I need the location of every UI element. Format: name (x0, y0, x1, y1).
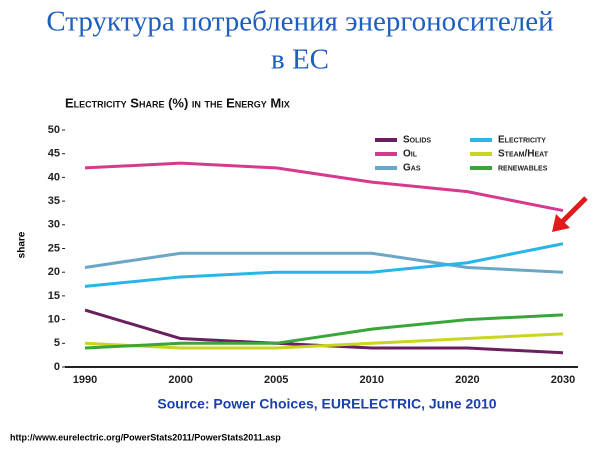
y-axis-label: share (17, 231, 28, 258)
legend-label: Oil (403, 149, 418, 160)
source: Source: Power Choices, EURELECTRIC, June… (157, 396, 496, 412)
y-tick-label: 40 (48, 171, 60, 183)
legend-label: Solids (403, 135, 431, 146)
series-line (84, 332, 564, 350)
series-line (84, 242, 564, 288)
legend-label: renewables (498, 163, 548, 174)
y-tick-label: 20 (48, 266, 60, 278)
y-tick-label: 50 (48, 124, 60, 136)
legend-label: Gas (403, 163, 421, 174)
y-tick-label: 25 (48, 242, 60, 254)
x-tick-label: 2020 (455, 374, 479, 386)
arrow-head (552, 214, 570, 232)
series-line (84, 161, 564, 213)
x-tick-label: 2030 (551, 374, 575, 386)
x-tick-label: 2010 (360, 374, 384, 386)
y-tick-label: 45 (48, 148, 60, 160)
arrow (558, 196, 588, 226)
series-line (84, 251, 564, 274)
chart-title: Electricity Share (%) in the Energy Mix (65, 95, 290, 110)
x-tick-label: 2005 (264, 374, 288, 386)
slide-title: в ЕС (271, 44, 329, 76)
url: http://www.eurelectric.org/PowerStats201… (10, 432, 281, 442)
y-tick-label: 10 (48, 314, 60, 326)
y-tick-label: 5 (54, 337, 60, 349)
y-tick-label: 30 (48, 219, 60, 231)
y-tick-label: 0 (54, 361, 60, 373)
x-tick-label: 2000 (168, 374, 192, 386)
y-tick-label: 35 (48, 195, 60, 207)
slide-title: Структура потребления энергоносителей (46, 6, 553, 38)
series-line (84, 313, 564, 350)
legend-label: Steam/Heat (498, 149, 549, 160)
x-tick-label: 1990 (73, 374, 97, 386)
y-tick-label: 15 (48, 290, 60, 302)
legend-label: Electricity (498, 135, 546, 146)
